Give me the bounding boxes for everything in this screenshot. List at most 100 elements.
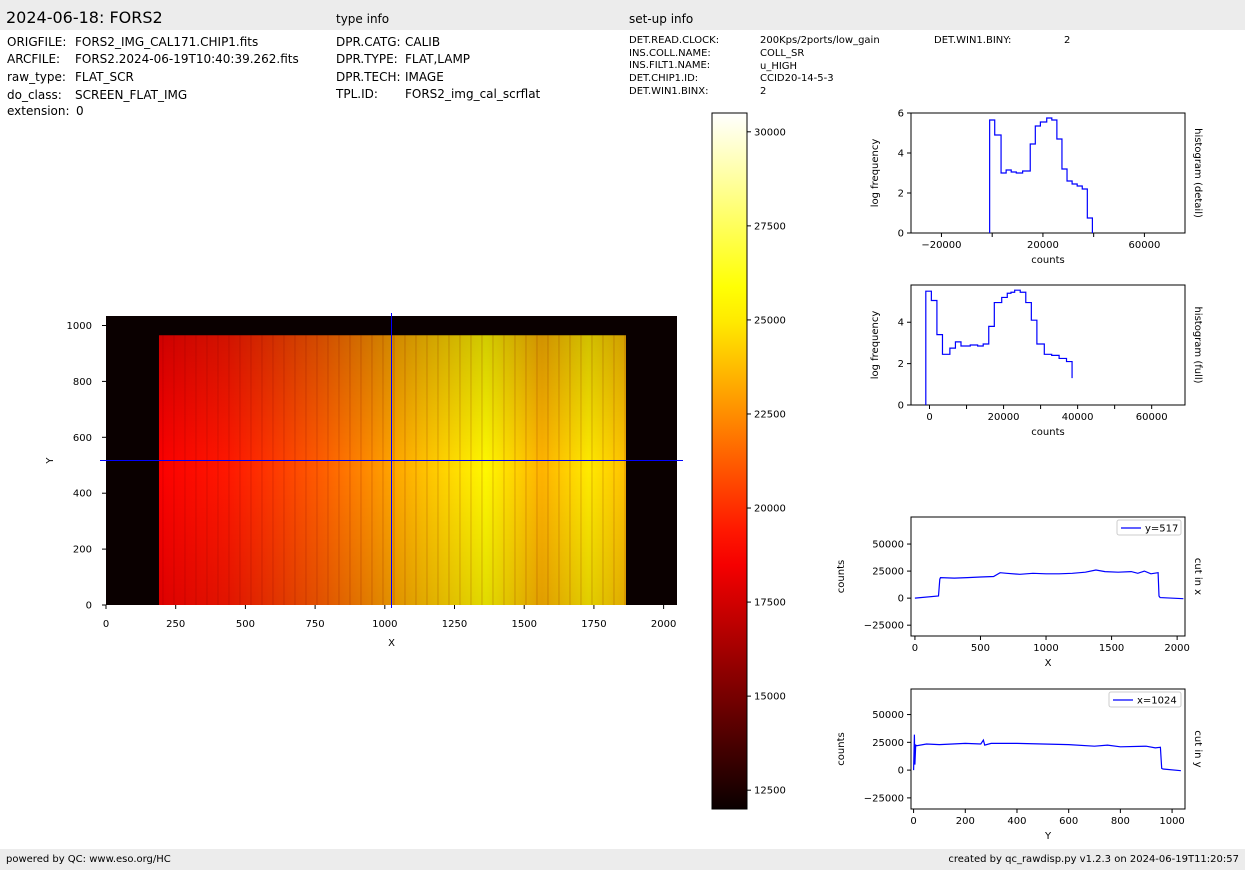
x-axis-label: X	[1045, 658, 1052, 669]
y-tick-label: 2	[898, 189, 904, 200]
setup-info-key: INS.COLL.NAME:	[629, 48, 711, 59]
legend-label: y=517	[1145, 524, 1178, 535]
file-info-key: raw_type:	[7, 70, 66, 84]
setup-info-key: INS.FILT1.NAME:	[629, 60, 711, 71]
legend-label: x=1024	[1137, 696, 1177, 707]
histogram-full-plot: 0 20000 40000 60000 0 2 4 counts log frequency hi…	[870, 284, 1203, 438]
type-info-heading: type info	[336, 12, 390, 26]
x-tick-label: 750	[306, 619, 325, 630]
y-tick-label: 0	[898, 594, 904, 605]
colorbar: 12500 15000 17500 20000 22500 25000 27500 30000	[711, 112, 786, 810]
side-label: cut in y	[1192, 730, 1203, 767]
file-info-value: FLAT_SCR	[75, 70, 134, 84]
x-tick-label: 20000	[988, 412, 1020, 423]
file-info-key: ARCFILE:	[7, 52, 61, 66]
y-tick-label: 1000	[67, 321, 92, 332]
footer-bar	[0, 849, 1245, 870]
setup-info-key: DET.READ.CLOCK:	[629, 35, 720, 46]
file-info-key: ORIGFILE:	[7, 35, 67, 49]
y-axis-label: log frequency	[870, 311, 881, 380]
x-tick-label: 0	[926, 412, 932, 423]
legend-frame	[1108, 691, 1182, 708]
legend-frame	[1116, 519, 1182, 536]
type-info-key: DPR.TECH:	[336, 70, 401, 84]
x-tick-label: 60000	[1129, 240, 1161, 251]
setup-info-value: 2	[1064, 35, 1071, 46]
x-axis-label: counts	[1031, 255, 1064, 266]
x-tick-label: 2000	[651, 619, 676, 630]
x-tick-label: 60000	[1136, 412, 1168, 423]
y-tick-label: 4	[898, 318, 904, 329]
y-tick-label: 6	[898, 109, 904, 120]
y-tick-label: 0	[86, 601, 92, 612]
file-info-key: extension:	[7, 104, 70, 118]
x-tick-label: 0	[910, 816, 916, 827]
y-tick-label: −25000	[864, 621, 904, 632]
plot-frame	[910, 284, 1186, 406]
x-tick-label: 1500	[511, 619, 536, 630]
colorbar-tick-label: 20000	[754, 504, 786, 515]
image-background	[106, 316, 677, 605]
y-tick-label: 4	[898, 149, 904, 160]
x-tick-label: 40000	[1062, 412, 1094, 423]
x-tick-label: 200	[956, 816, 975, 827]
colorbar-tick-label: 12500	[754, 786, 786, 797]
file-info-value: FORS2_IMG_CAL171.CHIP1.fits	[75, 35, 259, 49]
colorbar-tick-label: 17500	[754, 598, 786, 609]
x-tick-label: −20000	[921, 240, 961, 251]
type-info-value: FLAT,LAMP	[405, 52, 471, 66]
plot-frame	[910, 516, 1186, 637]
y-axis-label: log frequency	[870, 139, 881, 208]
x-tick-label: 800	[1111, 816, 1130, 827]
x-tick-label: 600	[1059, 816, 1078, 827]
setup-info-key: DET.CHIP1.ID:	[629, 73, 699, 84]
file-info-key: do_class:	[7, 88, 62, 102]
setup-info-value: CCID20-14-5-3	[760, 73, 834, 84]
colorbar-tick-label: 15000	[754, 692, 786, 703]
setup-info-value: u_HIGH	[760, 61, 798, 72]
x-tick-label: 500	[236, 619, 255, 630]
legend: x=1024	[1108, 691, 1182, 708]
x-axis-label: X	[388, 638, 395, 649]
colorbar-tick-label: 27500	[754, 221, 786, 232]
y-tick-label: 600	[73, 433, 92, 444]
y-tick-label: 200	[73, 545, 92, 556]
y-axis-label: counts	[836, 560, 847, 593]
y-tick-label: 800	[73, 377, 92, 388]
series-line	[913, 734, 1181, 772]
illuminated-region	[158, 335, 626, 605]
type-info-key: DPR.CATG:	[336, 35, 401, 49]
colorbar-scale	[711, 112, 748, 810]
header-bar	[0, 0, 1245, 30]
footer-credit: powered by QC: www.eso.org/HC	[6, 854, 171, 865]
file-info-value: SCREEN_FLAT_IMG	[75, 88, 188, 102]
y-tick-label: 0	[898, 229, 904, 240]
x-tick-label: 250	[166, 619, 185, 630]
x-tick-label: 2000	[1164, 643, 1189, 654]
series-line	[989, 117, 1093, 233]
setup-info-value: 2	[760, 86, 767, 97]
image-plot: 0 250 500 750 1000 1250 1500 1750 2000 0 200 400 600…	[45, 313, 683, 649]
x-tick-label: 0	[912, 643, 918, 654]
type-info-key: DPR.TYPE:	[336, 52, 398, 66]
file-info-value: 0	[76, 104, 84, 118]
x-tick-label: 500	[971, 643, 990, 654]
y-tick-label: 400	[73, 489, 92, 500]
x-tick-label: 1000	[1159, 816, 1184, 827]
setup-info-value: COLL_SR	[760, 48, 805, 59]
x-tick-label: 20000	[1027, 240, 1059, 251]
setup-info-heading: set-up info	[629, 12, 694, 26]
y-axis-label: Y	[45, 457, 56, 465]
type-info-value: FORS2_img_cal_scrflat	[405, 87, 541, 101]
type-info-value: IMAGE	[405, 70, 444, 84]
series-line	[925, 289, 1073, 405]
y-tick-label: 2	[898, 359, 904, 370]
legend: y=517	[1116, 519, 1182, 536]
y-tick-label: −25000	[864, 793, 904, 804]
x-tick-label: 1500	[1099, 643, 1124, 654]
side-label: cut in x	[1192, 558, 1203, 595]
series-line	[914, 569, 1184, 600]
x-tick-label: 1000	[372, 619, 397, 630]
x-axis-label: counts	[1031, 427, 1064, 438]
